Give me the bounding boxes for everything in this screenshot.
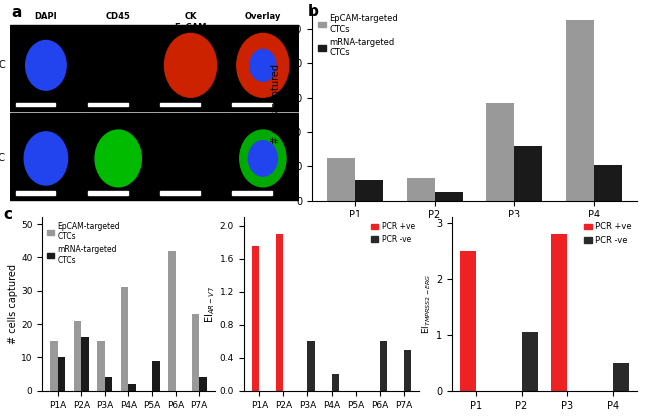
- Y-axis label: # cells captured: # cells captured: [271, 64, 281, 145]
- Bar: [252, 246, 259, 391]
- Text: a: a: [11, 5, 21, 20]
- Bar: [486, 103, 514, 201]
- Bar: [276, 234, 283, 391]
- Bar: [16, 191, 55, 195]
- Legend: EpCAM-targeted
CTCs, mRNA-targeted
CTCs: EpCAM-targeted CTCs, mRNA-targeted CTCs: [44, 219, 124, 268]
- Circle shape: [237, 33, 289, 97]
- Text: DAPI: DAPI: [34, 12, 57, 21]
- Bar: [327, 158, 355, 201]
- Bar: [192, 314, 199, 391]
- Text: CK
EpCAM: CK EpCAM: [174, 12, 207, 31]
- Bar: [160, 102, 200, 106]
- Bar: [155, 113, 227, 200]
- Bar: [121, 288, 129, 391]
- Bar: [168, 251, 176, 391]
- Y-axis label: # cells captured: # cells captured: [8, 264, 18, 344]
- Bar: [435, 192, 463, 201]
- Bar: [566, 20, 594, 201]
- Bar: [10, 25, 82, 112]
- Bar: [160, 191, 200, 195]
- Circle shape: [24, 132, 68, 185]
- Legend: PCR +ve, PCR -ve: PCR +ve, PCR -ve: [368, 219, 418, 247]
- Bar: [233, 102, 272, 106]
- Text: CTC: CTC: [0, 60, 6, 70]
- Bar: [227, 25, 299, 112]
- Bar: [199, 377, 207, 391]
- Bar: [332, 374, 339, 391]
- Text: CD45: CD45: [106, 12, 131, 21]
- Y-axis label: EI$_{AR-V7}$: EI$_{AR-V7}$: [203, 285, 217, 323]
- Legend: EpCAM-targeted
CTCs, mRNA-targeted
CTCs: EpCAM-targeted CTCs, mRNA-targeted CTCs: [315, 11, 402, 61]
- Bar: [521, 332, 538, 391]
- Bar: [307, 341, 315, 391]
- Bar: [407, 178, 435, 201]
- Bar: [129, 384, 136, 391]
- Y-axis label: EI$_{TMPRSS2-ERG}$: EI$_{TMPRSS2-ERG}$: [421, 274, 433, 334]
- Bar: [98, 341, 105, 391]
- Bar: [551, 234, 567, 391]
- Bar: [58, 357, 65, 391]
- Circle shape: [248, 141, 278, 176]
- Text: c: c: [3, 207, 12, 222]
- Circle shape: [240, 130, 286, 187]
- Bar: [380, 341, 387, 391]
- Bar: [155, 25, 227, 112]
- Bar: [88, 191, 127, 195]
- Bar: [82, 25, 155, 112]
- Bar: [82, 113, 155, 200]
- Bar: [514, 146, 542, 201]
- Bar: [105, 377, 112, 391]
- Bar: [227, 113, 299, 200]
- Circle shape: [250, 49, 276, 81]
- Text: b: b: [308, 4, 319, 19]
- Circle shape: [95, 130, 141, 187]
- Bar: [152, 361, 159, 391]
- Text: WBC: WBC: [0, 153, 6, 163]
- Bar: [88, 102, 127, 106]
- Bar: [233, 191, 272, 195]
- Bar: [73, 321, 81, 391]
- Bar: [460, 251, 476, 391]
- Circle shape: [25, 41, 66, 90]
- Bar: [404, 349, 411, 391]
- Legend: PCR +ve, PCR -ve: PCR +ve, PCR -ve: [580, 219, 635, 248]
- Bar: [10, 113, 82, 200]
- Bar: [594, 165, 622, 201]
- Bar: [355, 180, 383, 201]
- Circle shape: [164, 33, 216, 97]
- Text: Overlay: Overlay: [244, 12, 281, 21]
- Bar: [16, 102, 55, 106]
- Bar: [81, 337, 89, 391]
- Bar: [50, 341, 58, 391]
- Bar: [613, 363, 629, 391]
